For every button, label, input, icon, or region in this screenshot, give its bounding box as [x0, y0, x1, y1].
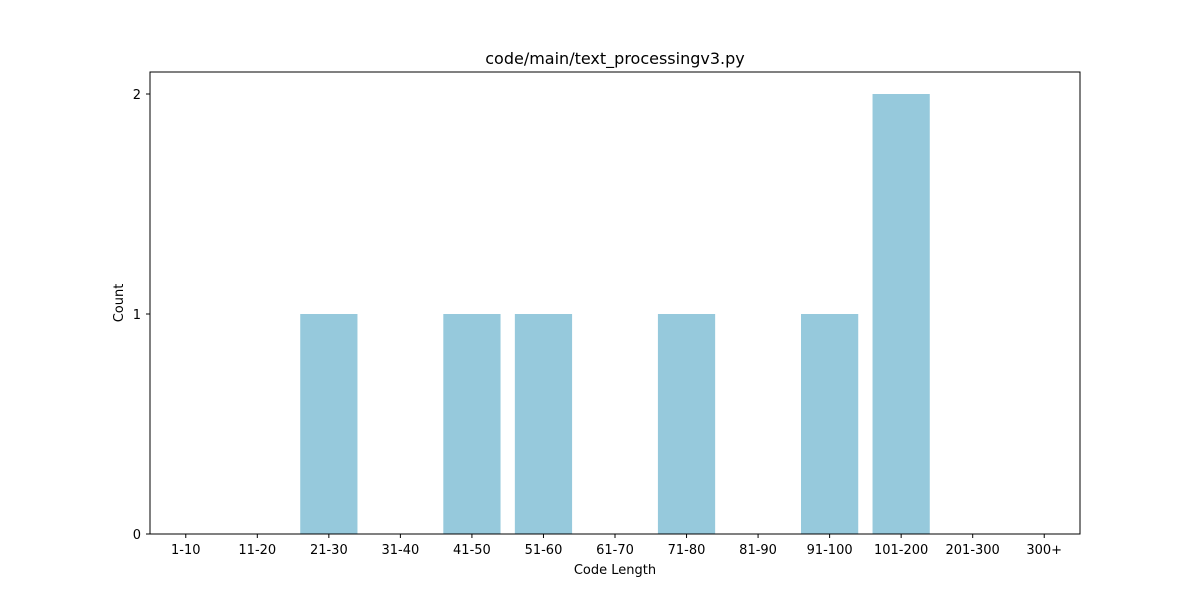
y-tick-label: 1 — [133, 308, 141, 323]
x-tick-label: 201-300 — [946, 543, 1000, 558]
y-tick-label: 0 — [133, 528, 141, 543]
bar-71-80 — [657, 314, 716, 534]
bar-101-200 — [872, 94, 930, 534]
bar-41-50 — [443, 314, 501, 534]
x-axis-label: Code Length — [574, 563, 656, 578]
bar-91-100 — [801, 314, 859, 534]
chart-title: code/main/text_processingv3.py — [485, 49, 745, 69]
x-tick-label: 51-60 — [525, 543, 563, 558]
x-tick-label: 61-70 — [596, 543, 634, 558]
bar-21-30 — [300, 314, 358, 534]
x-tick-label: 31-40 — [381, 543, 419, 558]
y-tick-label: 2 — [133, 88, 141, 103]
x-tick-label: 41-50 — [453, 543, 491, 558]
x-axis: 1-10 11-20 21-30 31-40 41-50 51-60 61-70 71-80 8… — [171, 534, 1062, 558]
x-tick-label: 91-100 — [807, 543, 853, 558]
x-tick-label: 1-10 — [171, 543, 201, 558]
x-tick-label: 71-80 — [668, 543, 706, 558]
bars-group — [300, 94, 930, 534]
x-tick-label: 101-200 — [874, 543, 928, 558]
y-axis: 0 1 2 — [133, 88, 150, 543]
x-tick-label: 21-30 — [310, 543, 348, 558]
y-axis-label: Count — [112, 284, 127, 323]
plot-frame — [149, 71, 1081, 535]
x-tick-label: 300+ — [1026, 543, 1062, 558]
bar-51-60 — [514, 314, 573, 534]
x-tick-label: 11-20 — [238, 543, 276, 558]
x-tick-label: 81-90 — [739, 543, 777, 558]
